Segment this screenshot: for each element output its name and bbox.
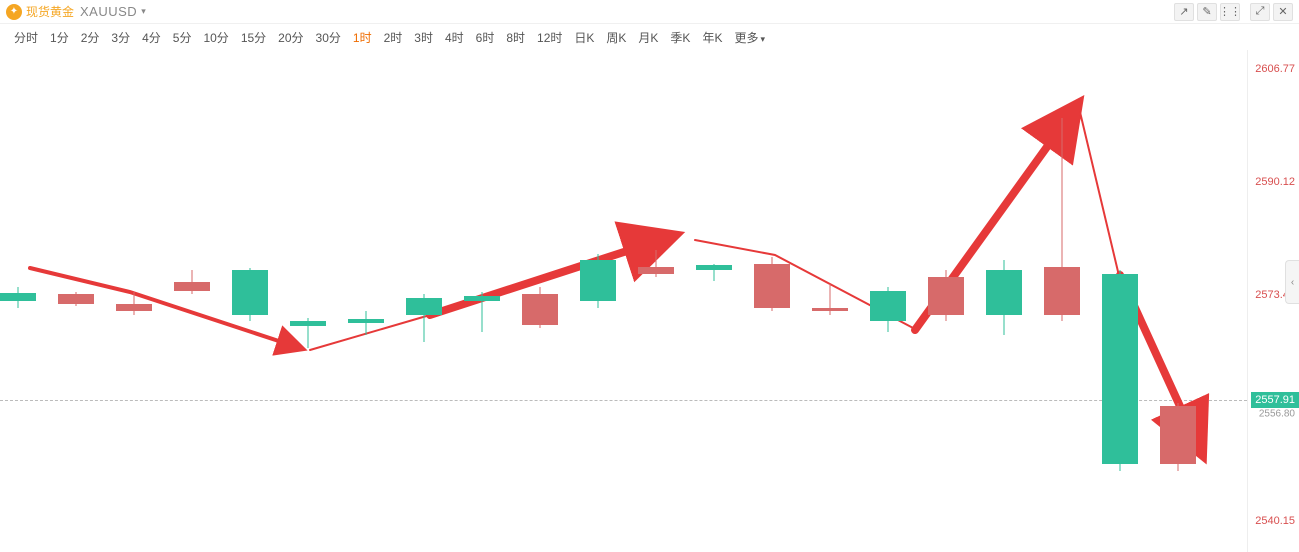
sub-price-label: 2556.80 [1259,409,1295,420]
symbol-icon: ✦ [6,4,22,20]
symbol-name[interactable]: 现货黄金 [26,3,74,20]
candle [870,287,906,331]
candle [928,270,964,321]
candle [812,284,848,315]
timeframe-8时[interactable]: 8时 [500,29,531,46]
timeframe-30分[interactable]: 30分 [310,29,347,46]
candle [406,294,442,341]
timeframe-季K[interactable]: 季K [664,29,696,46]
timeframe-4分[interactable]: 4分 [136,29,167,46]
candle [986,260,1022,335]
timeframe-6时[interactable]: 6时 [470,29,501,46]
expand-panel-tab[interactable]: ‹ [1285,260,1299,304]
price-label: 2540.15 [1255,515,1295,527]
timeframe-2时[interactable]: 2时 [378,29,409,46]
timeframe-3分[interactable]: 3分 [105,29,136,46]
timeframe-1分[interactable]: 1分 [44,29,75,46]
candle [638,250,674,277]
candle [348,311,384,335]
fullscreen-button[interactable]: ⤢ [1250,3,1270,21]
candle [290,318,326,349]
candle [0,287,36,307]
timeframe-10分[interactable]: 10分 [197,29,234,46]
symbol-dropdown-icon[interactable]: ▾ [141,6,146,17]
candle [58,292,94,306]
timeframe-row: 分时1分2分3分4分5分10分15分20分30分1时2时3时4时6时8时12时日… [0,24,1299,50]
chart-header: ✦ 现货黄金 XAUUSD ▾ ↗ ✎ ⋮⋮ ⤢ ✕ [0,0,1299,24]
timeframe-日K[interactable]: 日K [568,29,600,46]
candle [1102,270,1138,470]
candlestick-chart[interactable] [0,50,1247,552]
candle [754,257,790,311]
timeframe-20分[interactable]: 20分 [272,29,309,46]
candle [1160,403,1196,471]
timeframe-15分[interactable]: 15分 [235,29,272,46]
current-price-line [0,400,1247,401]
chart-area: 2557.91 2556.80 2606.772590.122573.46254… [0,50,1299,552]
timeframe-1时[interactable]: 1时 [347,29,378,46]
indicator-button[interactable]: ↗ [1174,3,1194,21]
close-button[interactable]: ✕ [1273,3,1293,21]
candle [464,292,500,331]
candle [232,268,268,321]
timeframe-月K[interactable]: 月K [632,29,664,46]
candle [522,287,558,328]
candle [1044,118,1080,322]
candle [696,264,732,281]
price-label: 2606.77 [1255,63,1295,75]
candle [174,270,210,294]
timeframe-12时[interactable]: 12时 [531,29,568,46]
timeframe-3时[interactable]: 3时 [408,29,439,46]
timeframe-分时[interactable]: 分时 [8,29,44,46]
timeframe-更多[interactable]: 更多▾ [728,29,771,46]
settings-button[interactable]: ⋮⋮ [1220,3,1240,21]
current-price-tag: 2557.91 [1251,392,1299,408]
price-label: 2590.12 [1255,176,1295,188]
candle [580,254,616,308]
timeframe-5分[interactable]: 5分 [167,29,198,46]
timeframe-2分[interactable]: 2分 [75,29,106,46]
timeframe-周K[interactable]: 周K [600,29,632,46]
symbol-code[interactable]: XAUUSD [80,4,137,19]
candle [116,292,152,314]
draw-button[interactable]: ✎ [1197,3,1217,21]
timeframe-年K[interactable]: 年K [696,29,728,46]
timeframe-4时[interactable]: 4时 [439,29,470,46]
